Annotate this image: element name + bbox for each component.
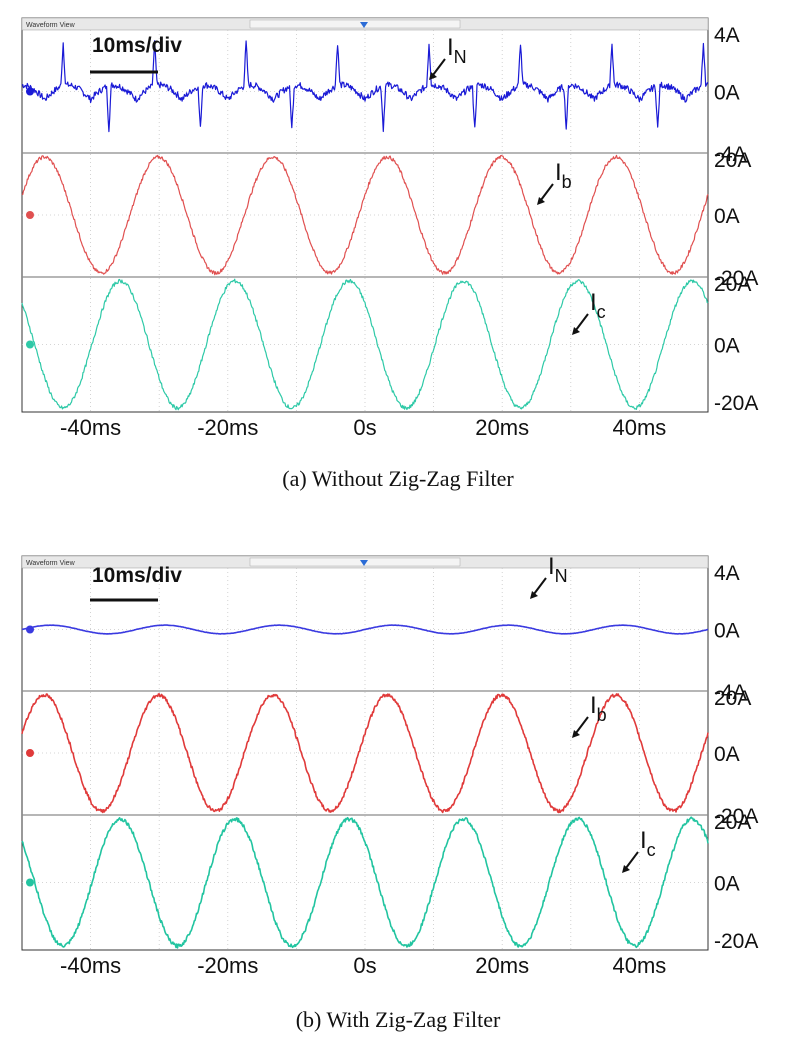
scroll-track[interactable]: [249, 19, 461, 29]
y-label: 0A: [714, 620, 740, 643]
trace-Ic: [21, 816, 709, 949]
caption-b: (b) With Zig-Zag Filter: [295, 1007, 501, 1032]
x-tick-label: -40ms: [60, 953, 121, 978]
caption-a: (a) Without Zig-Zag Filter: [282, 466, 514, 491]
pointer-arrow: [575, 716, 589, 734]
arrow-head-icon: [622, 865, 630, 873]
x-tick-label: -40ms: [60, 415, 121, 440]
y-label: 20A: [714, 273, 751, 296]
x-tick-label: 40ms: [613, 953, 667, 978]
arrow-head-icon: [537, 197, 545, 205]
x-tick-label: 20ms: [475, 953, 529, 978]
channel-label-sub: N: [454, 47, 467, 67]
y-label: 20A: [714, 149, 751, 172]
channel-marker-icon[interactable]: [26, 878, 34, 887]
trigger-marker-icon: [360, 22, 368, 28]
y-label: 4A: [714, 24, 740, 47]
grid: [22, 30, 708, 412]
y-label: 0A: [714, 335, 740, 358]
pointer-arrow: [533, 577, 547, 595]
channel-marker-icon[interactable]: [26, 749, 34, 757]
x-axis-labels: -40ms -20ms 0s 20ms 40ms: [60, 415, 666, 440]
y-label: -20A: [714, 930, 758, 953]
y-label: -4A: [714, 143, 747, 166]
arrow-head-icon: [429, 72, 437, 80]
trace-Ib: [21, 154, 709, 276]
pointer-arrow: [575, 313, 589, 331]
y-label: -20A: [714, 392, 758, 415]
timebase-label: 10ms/div: [92, 564, 182, 587]
y-label: 20A: [714, 687, 751, 710]
traces: [21, 40, 709, 411]
y-label: 20A: [714, 811, 751, 834]
channel-label-sub: b: [597, 705, 607, 725]
trace-Ib: [21, 693, 709, 814]
arrow-head-icon: [572, 730, 580, 738]
trace-IN: [21, 624, 709, 635]
y-label: 0A: [714, 873, 740, 896]
channel-marker-icon[interactable]: [26, 625, 34, 634]
window-title: Waveform View: [26, 560, 76, 567]
channel-label-sub: c: [647, 840, 656, 860]
y-label: 0A: [714, 205, 740, 228]
y-label: 4A: [714, 562, 740, 585]
x-tick-label: 0s: [353, 415, 376, 440]
traces: [21, 624, 709, 949]
x-tick-label: 40ms: [613, 415, 667, 440]
x-tick-label: 0s: [353, 953, 376, 978]
trace-IN: [21, 40, 709, 133]
channel-label-sub: c: [597, 302, 606, 322]
grid: [22, 568, 708, 950]
scroll-track[interactable]: [249, 557, 461, 567]
channel-label-sub: b: [562, 172, 572, 192]
channel-marker-icon[interactable]: [26, 340, 34, 349]
channel-marker-icon[interactable]: [26, 211, 34, 219]
y-label: -20A: [714, 805, 758, 828]
y-label: 0A: [714, 743, 740, 766]
trace-Ic: [21, 278, 709, 411]
y-label: 0A: [714, 82, 740, 105]
pointer-arrow: [540, 183, 554, 201]
trigger-marker-icon: [360, 560, 368, 566]
y-label: -4A: [714, 681, 747, 704]
arrow-head-icon: [530, 591, 538, 599]
x-tick-label: -20ms: [197, 415, 258, 440]
x-tick-label: 20ms: [475, 415, 529, 440]
y-label: -20A: [714, 267, 758, 290]
pointer-arrow: [625, 851, 639, 869]
timebase-label: 10ms/div: [92, 34, 182, 57]
channel-marker-icon[interactable]: [26, 87, 34, 96]
arrow-head-icon: [572, 327, 580, 335]
x-axis-labels: -40ms -20ms 0s 20ms 40ms: [60, 953, 666, 978]
window-title: Waveform View: [26, 22, 76, 29]
x-tick-label: -20ms: [197, 953, 258, 978]
pointer-arrow: [432, 58, 446, 76]
channel-label-sub: N: [555, 566, 568, 586]
